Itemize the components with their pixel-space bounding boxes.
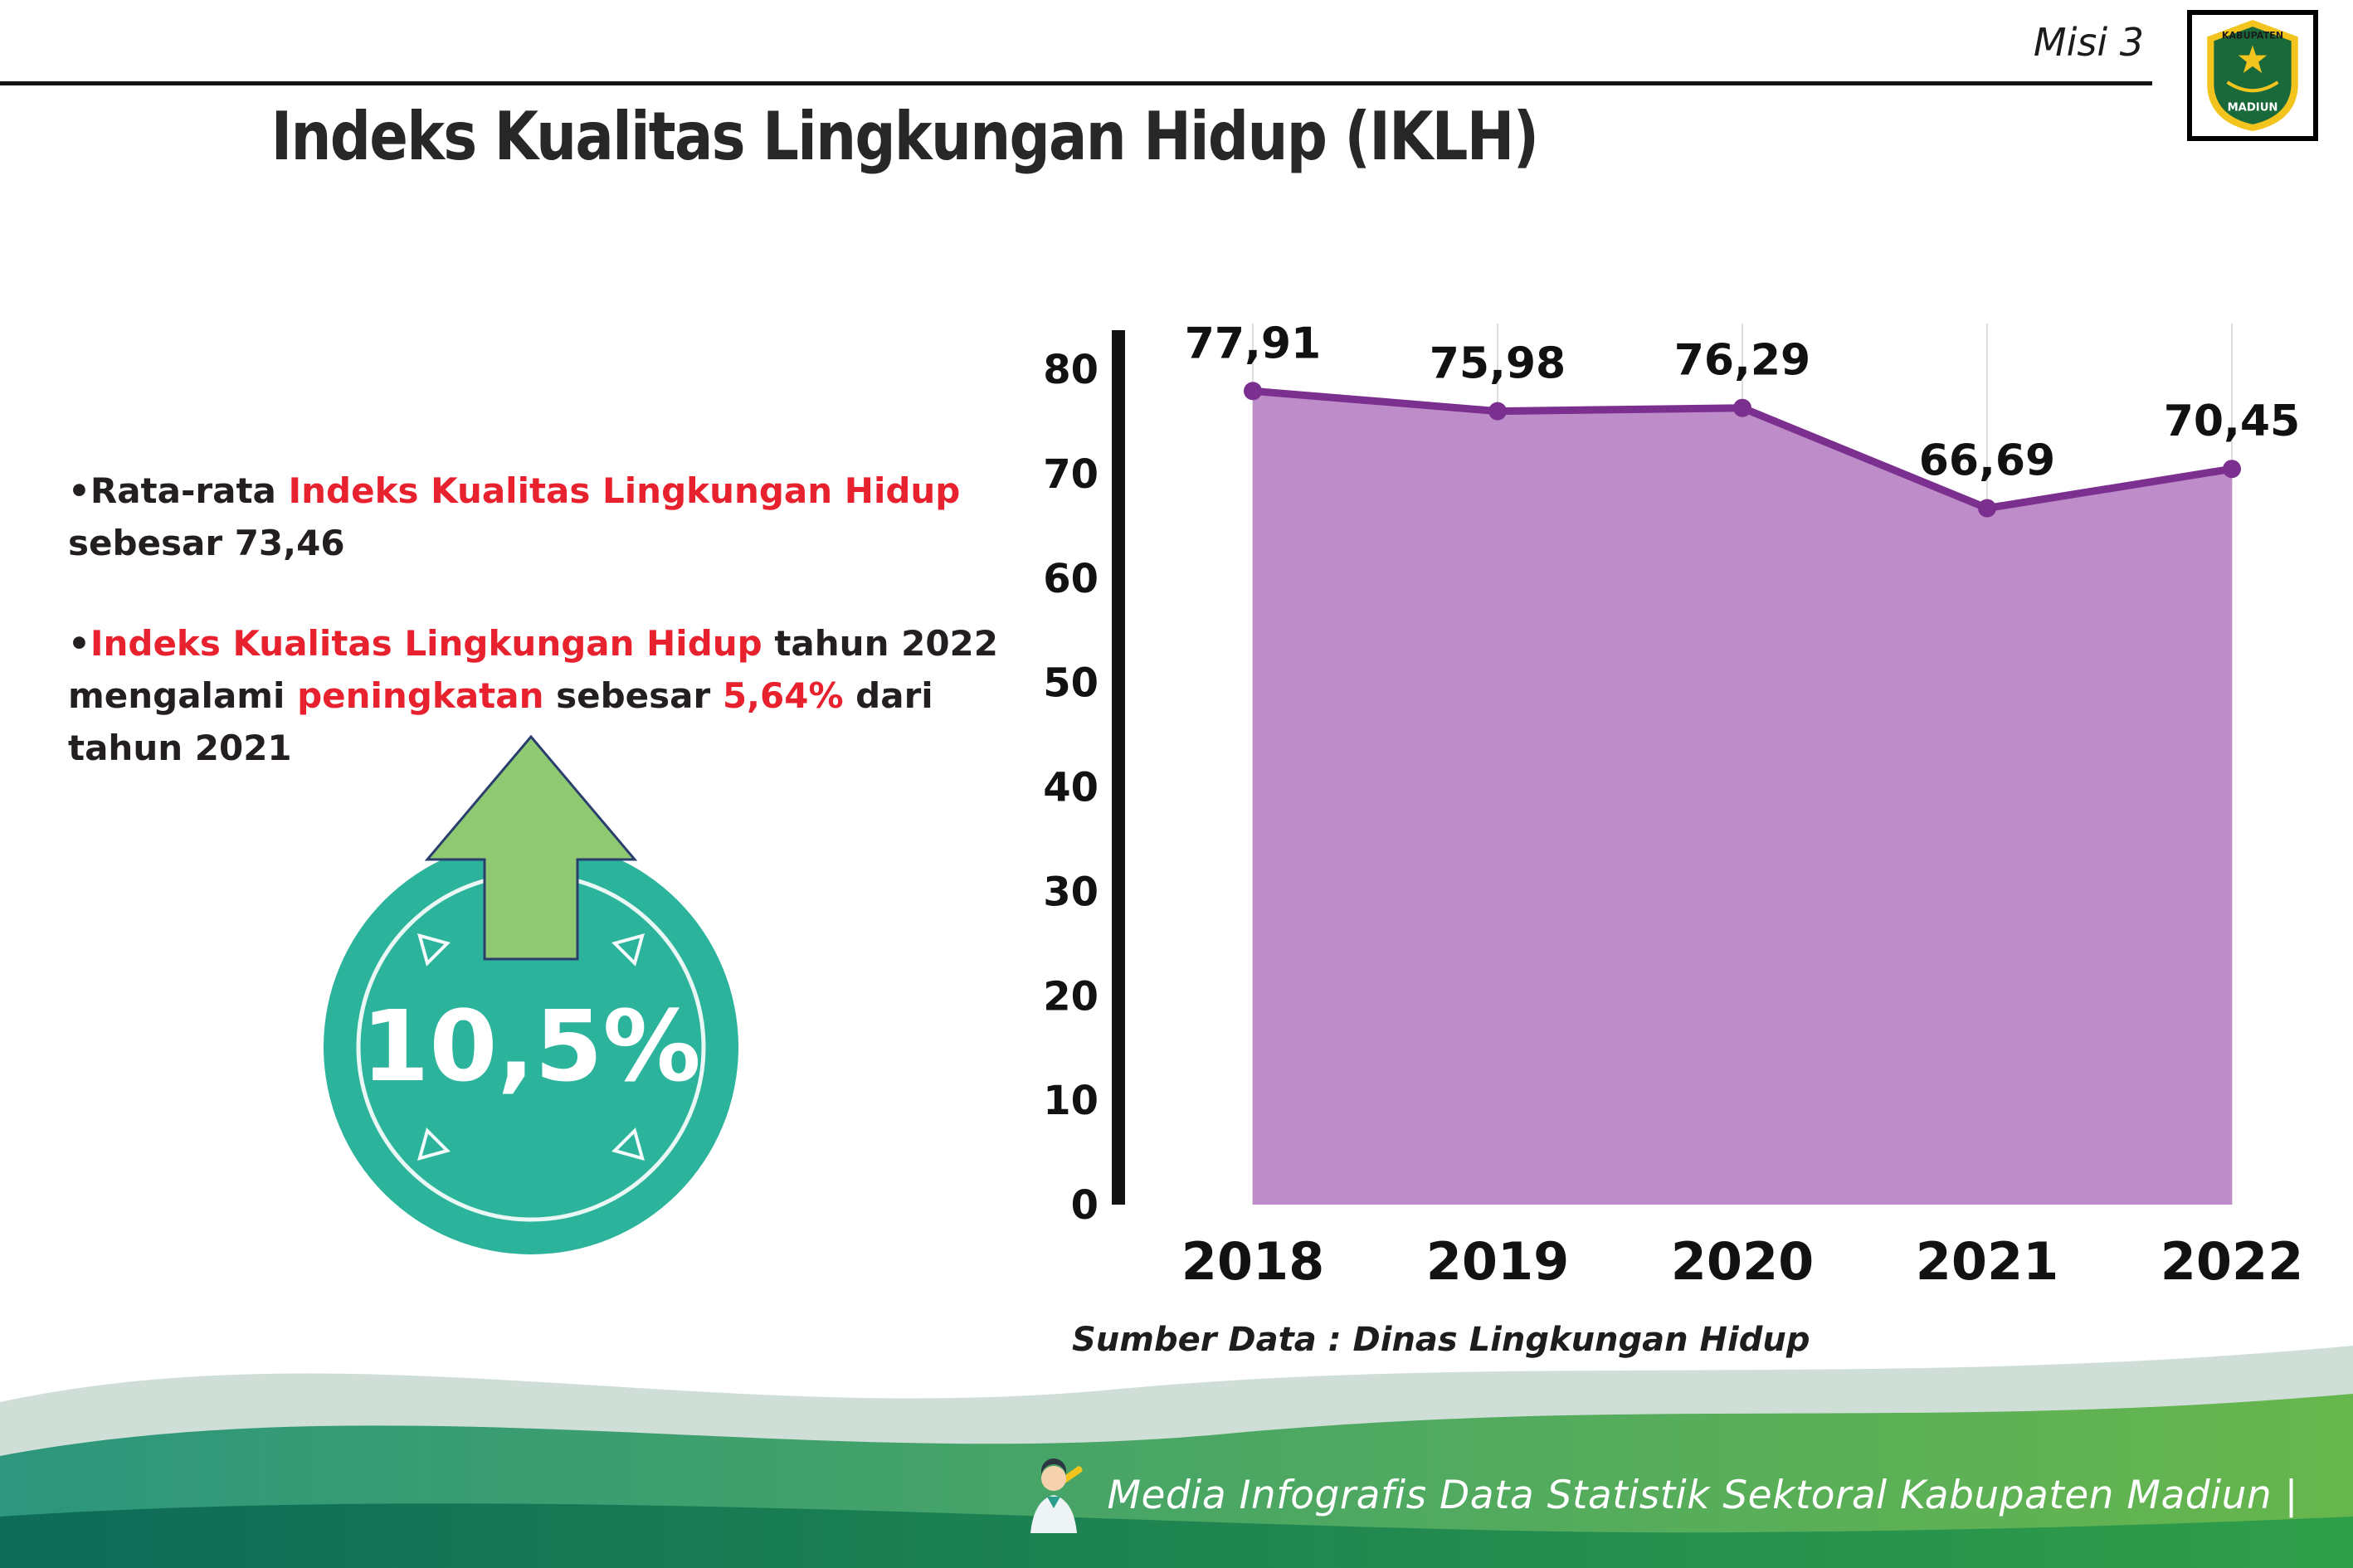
badge-triangle-decorations xyxy=(417,933,645,1161)
y-tick-label: 70 xyxy=(1043,451,1099,498)
bullet-text: sebesar xyxy=(543,675,723,716)
y-tick-label: 20 xyxy=(1043,973,1099,1020)
bullet-text-highlight: Indeks Kualitas Lingkungan Hidup xyxy=(288,470,961,511)
y-tick-label: 60 xyxy=(1043,556,1099,602)
data-label: 77,91 xyxy=(1185,319,1321,368)
iklh-area-chart: 77,91 75,98 76,29 66,69 70,45 0 10 20 30 40 50 60 70… xyxy=(1043,319,2304,1292)
logo-rice-stalk xyxy=(2226,80,2279,93)
bullet-text: sebesar 73,46 xyxy=(68,523,345,563)
logo-star xyxy=(2238,45,2268,73)
data-point xyxy=(1244,382,1262,401)
data-point xyxy=(1978,499,1996,518)
data-source-note: Sumber Data : Dinas Lingkungan Hidup xyxy=(1072,1321,1810,1359)
bullet-text-highlight: 5,64% xyxy=(722,675,844,716)
data-label: 66,69 xyxy=(1919,436,2055,486)
logo-bottom-text: MADIUN xyxy=(2228,102,2278,114)
bullet-text: dari tahun 2021 xyxy=(68,675,933,768)
data-label: 70,45 xyxy=(2164,397,2300,446)
key-findings: •Rata-rata Indeks Kualitas Lingkungan Hi… xyxy=(68,465,1014,822)
kabupaten-madiun-logo: KABUPATEN MADIUN xyxy=(2207,20,2298,131)
x-tick-label: 2018 xyxy=(1181,1231,1325,1292)
page-title: Indeks Kualitas Lingkungan Hidup (IKLH) xyxy=(270,98,1539,175)
footer-credit: Media Infografis Data Statistik Sektoral… xyxy=(1024,1457,2298,1533)
data-point xyxy=(1488,402,1507,421)
header-rule xyxy=(0,81,2152,85)
mascot-icon xyxy=(1030,1458,1084,1533)
bullet-marker: • xyxy=(68,470,90,511)
bullet-text-highlight: Indeks Kualitas Lingkungan Hidup xyxy=(90,623,762,664)
data-point xyxy=(2223,460,2241,479)
footer-wave-dark xyxy=(0,1503,2353,1568)
badge-circle xyxy=(324,840,738,1254)
y-tick-label: 10 xyxy=(1043,1078,1099,1124)
footer-text: Media Infografis Data Statistik Sektoral… xyxy=(1107,1472,2298,1518)
x-tick-label: 2022 xyxy=(2161,1231,2304,1292)
misi-label: Misi 3 xyxy=(2033,20,2144,65)
up-arrow-icon xyxy=(424,734,638,961)
bullet-increase-2022: •Indeks Kualitas Lingkungan Hidup tahun … xyxy=(68,617,1014,774)
bullet-average-iklh: •Rata-rata Indeks Kualitas Lingkungan Hi… xyxy=(68,465,1014,569)
area-fill xyxy=(1253,391,2232,1205)
x-tick-label: 2019 xyxy=(1426,1231,1570,1292)
footer-wave xyxy=(0,1346,2353,1568)
x-tick-label: 2020 xyxy=(1671,1231,1815,1292)
increase-badge: 10,5% xyxy=(324,734,738,1254)
y-tick-label: 50 xyxy=(1043,660,1099,707)
logo-frame: KABUPATEN MADIUN xyxy=(2187,10,2318,141)
badge-value: 10,5% xyxy=(361,989,700,1103)
bullet-text: tahun 2022 mengalami xyxy=(68,623,998,716)
logo-shield xyxy=(2214,27,2292,124)
mascot-head xyxy=(1041,1466,1067,1491)
y-tick-label: 0 xyxy=(1071,1182,1099,1229)
data-point xyxy=(1733,398,1751,417)
bullet-text-highlight: peningkatan xyxy=(297,675,544,716)
mascot-collar xyxy=(1047,1497,1061,1508)
y-tick-label: 80 xyxy=(1043,347,1099,393)
data-label: 76,29 xyxy=(1674,336,1810,386)
x-tick-label: 2021 xyxy=(1916,1231,2059,1292)
mascot-hair xyxy=(1041,1458,1067,1477)
y-tick-label: 40 xyxy=(1043,765,1099,811)
mascot-body xyxy=(1030,1495,1078,1533)
bullet-marker: • xyxy=(68,623,90,664)
y-tick-label: 30 xyxy=(1043,869,1099,915)
bullet-text: Rata-rata xyxy=(90,470,289,511)
logo-top-text: KABUPATEN xyxy=(2222,30,2283,41)
data-label: 75,98 xyxy=(1430,339,1566,389)
